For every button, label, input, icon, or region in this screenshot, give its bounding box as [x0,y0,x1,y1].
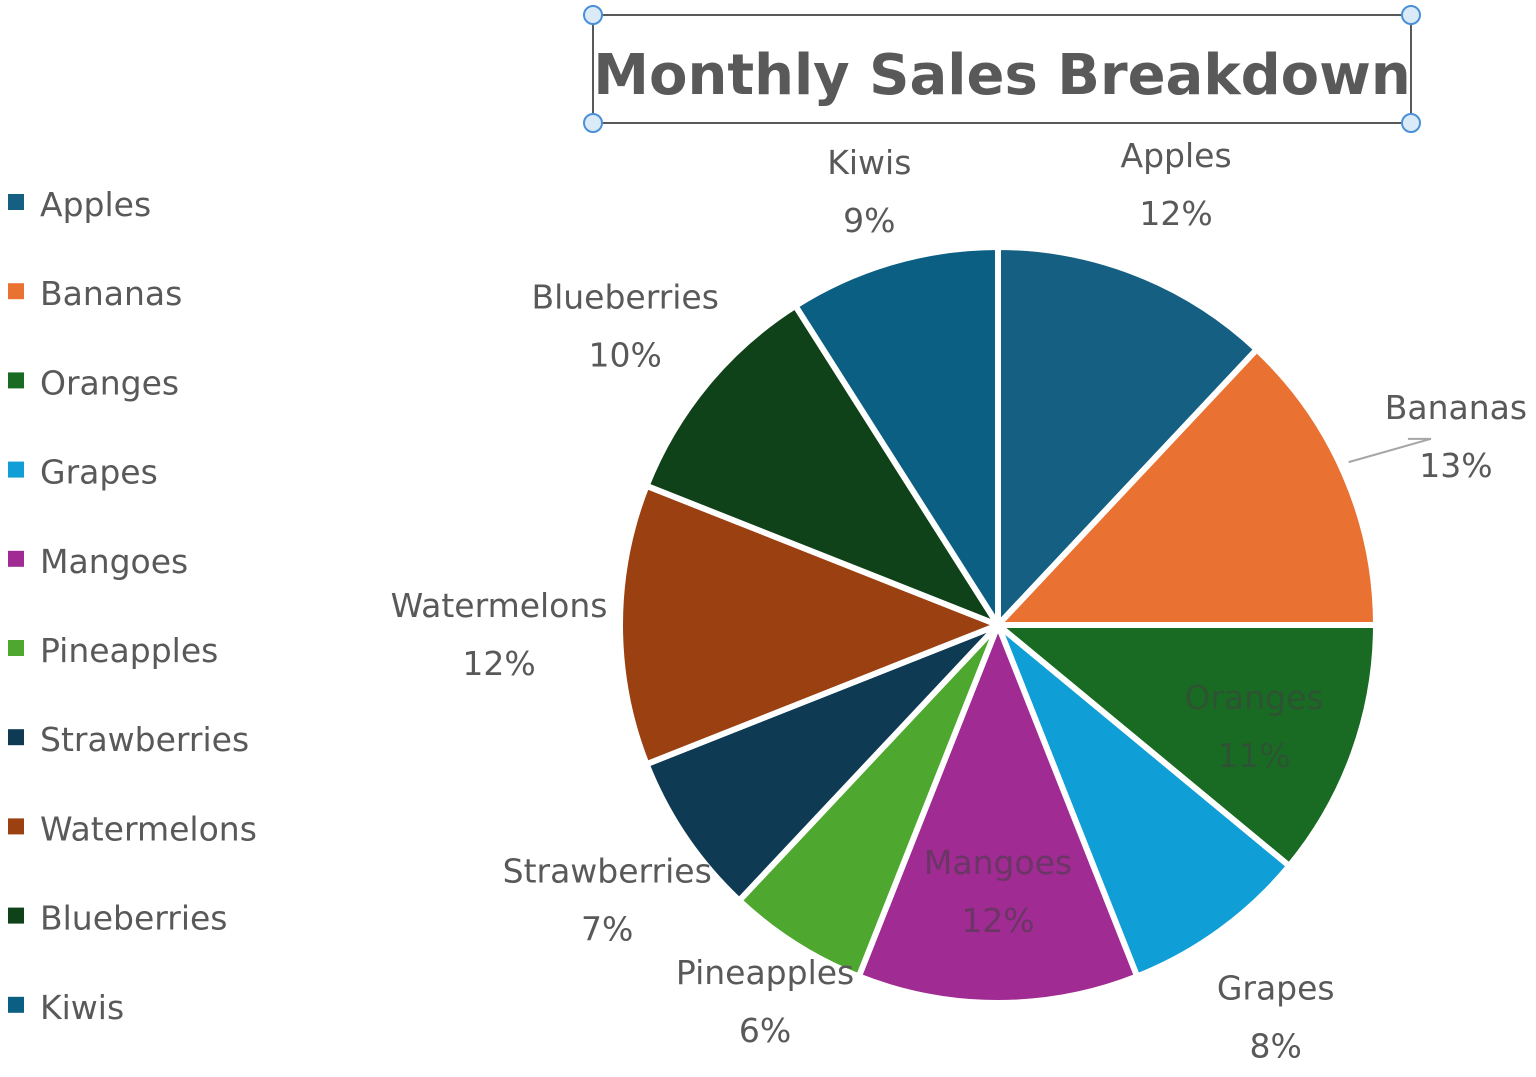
legend-label: Pineapples [40,631,218,670]
data-label-grapes: Grapes 8% [1217,968,1335,1065]
chart-title-group[interactable]: Monthly Sales Breakdown [583,5,1421,133]
data-label-kiwis: Kiwis 9% [827,143,911,240]
data-label-category: Watermelons [391,586,608,625]
pie-slice-blueberries[interactable] [643,302,1001,628]
resize-handle[interactable] [1401,5,1421,25]
legend-label: Kiwis [40,988,124,1027]
legend-item-strawberries[interactable]: Strawberries [8,720,249,759]
data-label-oranges: Oranges 11% [1185,678,1324,775]
data-label-percent: 13% [1419,446,1492,485]
pie-slice-mangoes[interactable] [855,622,1141,1006]
data-label-percent: 12% [1139,194,1212,233]
legend-swatch [8,729,24,746]
legend-swatch [8,461,24,478]
data-label-category: Blueberries [531,278,719,317]
legend-item-pineapples[interactable]: Pineapples [8,631,218,670]
legend-swatch [8,283,24,300]
data-label-category: Apples [1121,136,1232,175]
pie-slice-bananas[interactable] [995,346,1379,628]
legend-item-oranges[interactable]: Oranges [8,363,179,402]
data-label-percent: 12% [462,644,535,683]
legend-swatch [8,818,24,835]
data-label-percent: 6% [739,1011,791,1050]
data-label-category: Kiwis [827,143,911,182]
data-label-blueberries: Blueberries 10% [531,278,719,375]
data-label-category: Strawberries [503,852,712,891]
legend-item-watermelons[interactable]: Watermelons [8,809,257,848]
legend-swatch [8,194,24,210]
legend-item-apples[interactable]: Apples [8,185,151,224]
resize-handle[interactable] [1401,113,1421,133]
legend-label: Watermelons [40,809,257,848]
data-label-category: Bananas [1385,388,1527,427]
legend-item-mangoes[interactable]: Mangoes [8,542,188,581]
legend-item-bananas[interactable]: Bananas [8,274,182,313]
data-label-category: Mangoes [924,843,1072,882]
resize-handle[interactable] [583,113,603,133]
resize-handle[interactable] [583,5,603,25]
legend: Apples Bananas Oranges Grapes Mangoes Pineapp… [8,185,257,1027]
data-label-percent: 9% [843,201,895,240]
leader-line [1348,437,1432,464]
data-label-percent: 7% [581,910,633,949]
data-label-category: Oranges [1185,678,1324,717]
legend-label: Apples [40,185,151,224]
data-label-bananas: Bananas 13% [1348,388,1527,485]
data-label-percent: 12% [961,901,1034,940]
pie-slice-grapes[interactable] [995,622,1293,980]
data-label-category: Grapes [1217,968,1335,1007]
legend-label: Mangoes [40,542,188,581]
legend-label: Strawberries [40,720,249,759]
legend-item-kiwis[interactable]: Kiwis [8,988,124,1027]
data-label-category: Pineapples [676,953,854,992]
pie-slices [617,244,1379,1006]
legend-label: Oranges [40,363,179,402]
data-label-mangoes: Mangoes 12% [924,843,1072,940]
data-label-percent: 10% [589,336,662,375]
legend-swatch [8,996,24,1013]
legend-swatch [8,372,24,389]
data-label-apples: Apples 12% [1121,136,1232,233]
pie-slice-oranges[interactable] [995,622,1379,869]
data-label-percent: 11% [1217,736,1290,775]
chart-title[interactable]: Monthly Sales Breakdown [593,43,1411,108]
pie-slice-kiwis[interactable] [792,244,1001,628]
legend-label: Grapes [40,453,158,492]
pie-slice-apples[interactable] [995,244,1260,628]
legend-label: Blueberries [40,899,228,938]
legend-item-blueberries[interactable]: Blueberries [8,899,228,938]
pie-slice-strawberries[interactable] [643,622,1001,904]
data-label-percent: 8% [1250,1026,1302,1065]
data-label-strawberries: Strawberries 7% [503,852,712,949]
legend-item-grapes[interactable]: Grapes [8,453,158,492]
legend-label: Bananas [40,274,182,313]
legend-swatch [8,550,24,567]
legend-swatch [8,640,24,656]
data-label-watermelons: Watermelons 12% [391,586,608,683]
title-selection-box [592,14,1412,124]
data-labels: Apples 12% Bananas 13% Oranges 11% Grapes 8% Man… [391,136,1528,1065]
data-label-pineapples: Pineapples 6% [676,953,854,1050]
pie-slice-watermelons[interactable] [617,482,1001,768]
legend-swatch [8,907,24,924]
